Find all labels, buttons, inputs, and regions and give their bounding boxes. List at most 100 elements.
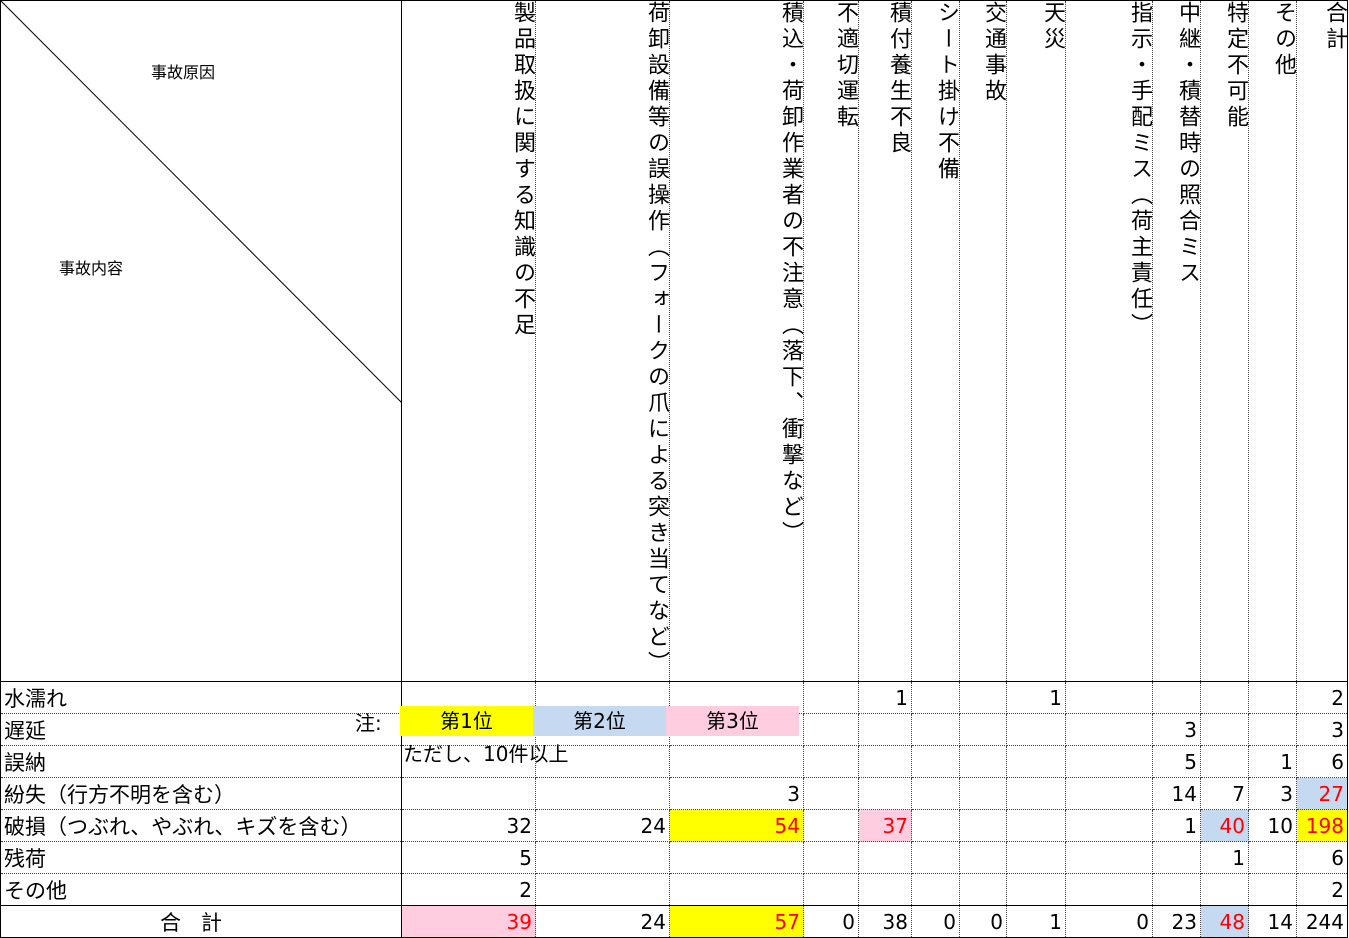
column-header: 積込・荷卸作業者の不注意（落下、衝撃など）	[669, 0, 804, 682]
table-cell	[669, 745, 804, 778]
column-header: その他	[1248, 0, 1297, 682]
table-cell	[1065, 681, 1153, 714]
table-cell	[1152, 841, 1201, 874]
table-cell	[911, 745, 960, 778]
table-cell: 1	[858, 681, 912, 714]
table-cell	[803, 841, 859, 874]
total-row-label: 合計	[0, 905, 402, 938]
table-cell: 54	[669, 809, 804, 842]
table-cell	[803, 745, 859, 778]
column-header-label: 積付養生不良	[886, 1, 911, 157]
table-cell	[911, 777, 960, 810]
legend-rank1-swatch: 第1位	[400, 706, 533, 736]
table-row: その他 2 2	[0, 873, 1348, 906]
table-cell	[1248, 841, 1297, 874]
column-header: 積付養生不良	[858, 0, 912, 682]
table-cell: 7	[1200, 777, 1249, 810]
column-header-label: 不適切運転	[833, 1, 858, 131]
row-total-cell: 198	[1296, 809, 1348, 842]
column-header-label: 中継・積替時の照合ミス	[1175, 1, 1200, 287]
table-cell	[959, 809, 1007, 842]
table-cell	[858, 777, 912, 810]
cause-axis-label: 事故原因	[151, 63, 216, 82]
table-cell	[1065, 713, 1153, 746]
table-cell	[1152, 873, 1201, 906]
total-cell: 14	[1248, 905, 1297, 938]
row-total-cell: 2	[1296, 681, 1348, 714]
row-label: 誤納	[0, 745, 402, 778]
total-cell: 48	[1200, 905, 1249, 938]
table-cell	[959, 873, 1007, 906]
table-row: 誤納 5 1 6	[0, 745, 1348, 778]
legend-note: ただし、10件以上	[403, 742, 569, 766]
table-row: 破損（つぶれ、やぶれ、キズを含む） 32 24 54 37 1 40 10 19…	[0, 809, 1348, 842]
table-cell	[959, 777, 1007, 810]
table-cell	[669, 841, 804, 874]
column-header-label: 製品取扱に関する知識の不足	[510, 1, 535, 339]
table-cell: 5	[1152, 745, 1201, 778]
column-header: 荷卸設備等の誤操作（フォークの爪による突き当てなど）	[535, 0, 670, 682]
legend-rank3-swatch: 第3位	[666, 706, 799, 736]
table-cell	[1200, 681, 1249, 714]
table-cell	[1006, 713, 1066, 746]
table-cell: 3	[669, 777, 804, 810]
column-header-label: 荷卸設備等の誤操作（フォークの爪による突き当てなど）	[644, 1, 669, 677]
table-cell	[911, 809, 960, 842]
legend-rank2-swatch: 第2位	[533, 706, 666, 736]
column-header: 天災	[1006, 0, 1066, 682]
row-label: その他	[0, 873, 402, 906]
table-cell: 3	[1248, 777, 1297, 810]
table-cell	[1006, 777, 1066, 810]
table-cell	[1006, 745, 1066, 778]
table-cell: 1	[1200, 841, 1249, 874]
table-cell: 2	[401, 873, 536, 906]
total-cell: 1	[1006, 905, 1066, 938]
table-cell	[803, 873, 859, 906]
column-header: 合計	[1296, 0, 1348, 682]
total-cell: 24	[535, 905, 670, 938]
row-label: 残荷	[0, 841, 402, 874]
row-total-cell: 27	[1296, 777, 1348, 810]
table-cell: 1	[1248, 745, 1297, 778]
column-header-label: シート掛け不備	[934, 1, 959, 183]
table-cell: 14	[1152, 777, 1201, 810]
row-total-cell: 6	[1296, 745, 1348, 778]
total-cell: 39	[401, 905, 536, 938]
column-header-label: 交通事故	[981, 1, 1006, 105]
column-header-label: 積込・荷卸作業者の不注意（落下、衝撃など）	[778, 1, 803, 547]
table-cell	[401, 777, 536, 810]
total-cell: 23	[1152, 905, 1201, 938]
table-row: 残荷 5 1 6	[0, 841, 1348, 874]
table-cell	[1065, 873, 1153, 906]
row-label: 遅延	[0, 713, 402, 746]
row-label: 水濡れ	[0, 681, 402, 714]
total-cell: 57	[669, 905, 804, 938]
column-header: 製品取扱に関する知識の不足	[401, 0, 536, 682]
column-header: 交通事故	[959, 0, 1007, 682]
column-header: 中継・積替時の照合ミス	[1152, 0, 1201, 682]
column-header: 特定不可能	[1200, 0, 1249, 682]
column-header-label: 天災	[1040, 1, 1065, 53]
row-label: 破損（つぶれ、やぶれ、キズを含む）	[0, 809, 402, 842]
legend-label: 注:	[355, 710, 382, 735]
table-cell	[1065, 745, 1153, 778]
table-cell	[858, 841, 912, 874]
table-cell	[858, 713, 912, 746]
table-cell	[959, 681, 1007, 714]
table-cell	[1200, 873, 1249, 906]
table-cell: 3	[1152, 713, 1201, 746]
row-total-cell: 6	[1296, 841, 1348, 874]
total-cell: 0	[911, 905, 960, 938]
column-header-label: その他	[1271, 1, 1296, 79]
grand-total-cell: 244	[1296, 905, 1348, 938]
table-cell	[1065, 841, 1153, 874]
table-cell	[1006, 841, 1066, 874]
row-label: 紛失（行方不明を含む）	[0, 777, 402, 810]
table-cell: 1	[1152, 809, 1201, 842]
table-cell	[535, 841, 670, 874]
table-cell	[1006, 873, 1066, 906]
table-cell	[1248, 873, 1297, 906]
table-cell	[535, 777, 670, 810]
table-row: 紛失（行方不明を含む） 3 14 7 3 27	[0, 777, 1348, 810]
total-cell: 0	[803, 905, 859, 938]
